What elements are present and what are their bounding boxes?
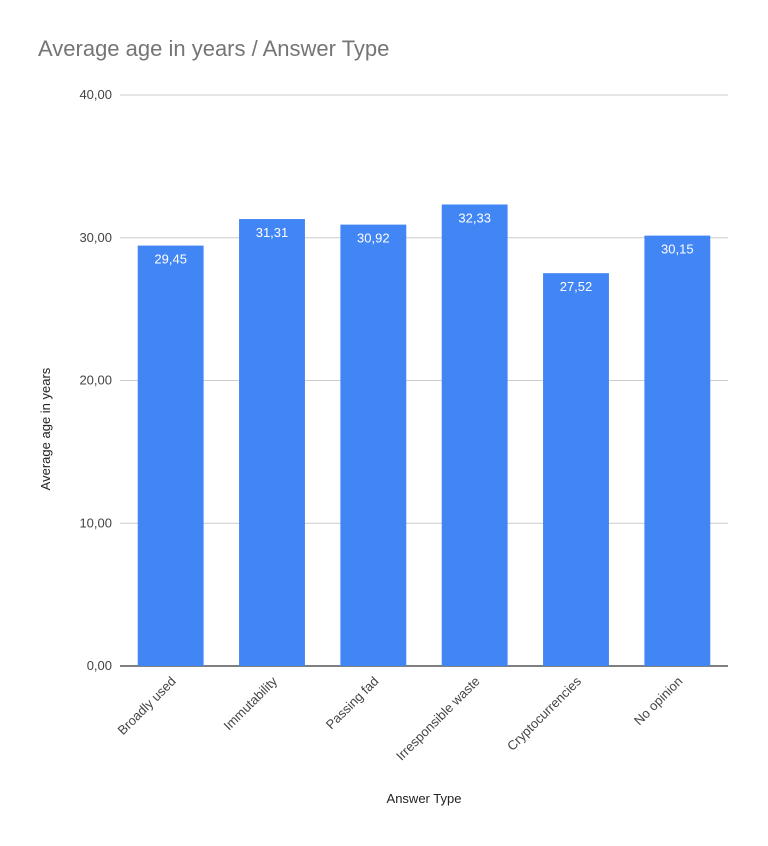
bar-value-label: 31,31 (256, 225, 289, 240)
bar (340, 224, 407, 666)
y-tick-label: 0,00 (87, 658, 112, 673)
x-axis-label: Answer Type (387, 791, 462, 806)
x-tick-label: Cryptocurrencies (504, 673, 584, 753)
chart-title: Average age in years / Answer Type (38, 36, 390, 61)
x-tick-label: Immutability (220, 673, 280, 733)
bars (137, 204, 711, 666)
bar-value-label: 30,92 (357, 231, 390, 246)
y-axis-ticks: 0,00 10,00 20,00 30,00 40,00 (79, 87, 112, 673)
bar (441, 204, 508, 666)
bar (644, 235, 711, 666)
y-tick-label: 40,00 (79, 87, 112, 102)
bar-value-label: 27,52 (560, 279, 593, 294)
y-axis-label: Average age in years (38, 367, 53, 490)
bar-value-label: 29,45 (154, 252, 187, 267)
x-tick-label: Irresponsible waste (393, 674, 483, 764)
bar (543, 273, 609, 666)
data-labels: 29,45 31,31 30,92 32,33 27,52 30,15 (154, 210, 693, 294)
bar (137, 245, 204, 666)
y-tick-label: 20,00 (79, 373, 112, 388)
bar-value-label: 30,15 (661, 242, 694, 257)
gridlines (120, 94, 728, 667)
bar-value-label: 32,33 (458, 210, 491, 225)
x-tick-label: Broadly used (115, 674, 179, 738)
x-tick-label: No opinion (631, 674, 686, 729)
x-tick-label: Passing fad (323, 674, 382, 733)
y-tick-label: 30,00 (79, 230, 112, 245)
bar (239, 219, 305, 666)
x-axis-ticks: Broadly used Immutability Passing fad Irres… (115, 673, 686, 763)
y-tick-label: 10,00 (79, 515, 112, 530)
